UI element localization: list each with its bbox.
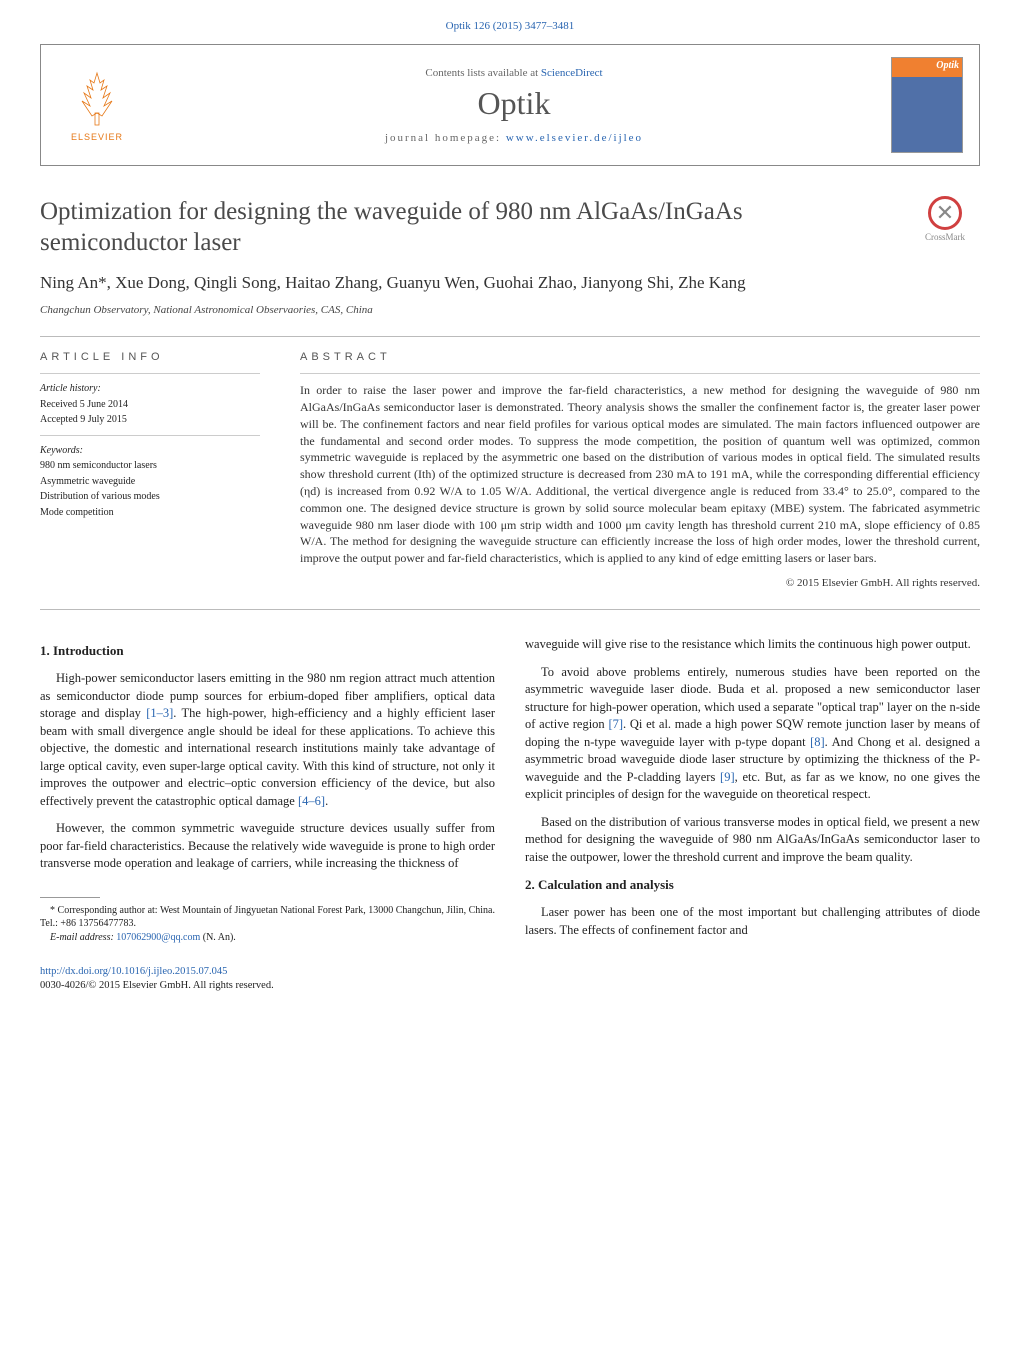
abstract-column: ABSTRACT In order to raise the laser pow… <box>300 351 980 589</box>
col2-paragraph-1: waveguide will give rise to the resistan… <box>525 636 980 654</box>
col2-paragraph-3: Based on the distribution of various tra… <box>525 814 980 867</box>
accepted-date: Accepted 9 July 2015 <box>40 413 260 427</box>
history-label: Article history: <box>40 382 260 396</box>
col2-paragraph-2: To avoid above problems entirely, numero… <box>525 664 980 804</box>
ref-7[interactable]: [7] <box>608 717 623 731</box>
journal-header-box: ELSEVIER Contents lists available at Sci… <box>40 44 980 166</box>
crossmark-circle-icon: ✕ <box>928 196 962 230</box>
keyword-item: Distribution of various modes <box>40 490 260 504</box>
journal-cover-title: Optik <box>936 60 959 71</box>
elsevier-logo: ELSEVIER <box>57 60 137 150</box>
keyword-item: 980 nm semiconductor lasers <box>40 459 260 473</box>
calculation-heading: 2. Calculation and analysis <box>525 876 980 894</box>
article-title: Optimization for designing the waveguide… <box>40 196 910 259</box>
issn-line: 0030-4026/© 2015 Elsevier GmbH. All righ… <box>40 980 274 991</box>
ref-4-6[interactable]: [4–6] <box>298 794 325 808</box>
crossmark-badge[interactable]: ✕ CrossMark <box>910 196 980 242</box>
right-column: waveguide will give rise to the resistan… <box>525 636 980 949</box>
ref-9[interactable]: [9] <box>720 770 735 784</box>
intro-paragraph-2: However, the common symmetric waveguide … <box>40 820 495 873</box>
received-date: Received 5 June 2014 <box>40 398 260 412</box>
affiliation: Changchun Observatory, National Astronom… <box>40 304 980 316</box>
corresponding-author-footnote: * Corresponding author at: West Mountain… <box>40 904 495 931</box>
doi-block: http://dx.doi.org/10.1016/j.ijleo.2015.0… <box>40 965 980 992</box>
article-info-column: ARTICLE INFO Article history: Received 5… <box>40 351 260 589</box>
homepage-line: journal homepage: www.elsevier.de/ijleo <box>137 132 891 144</box>
journal-name: Optik <box>137 85 891 122</box>
homepage-link[interactable]: www.elsevier.de/ijleo <box>506 132 643 144</box>
keywords-label: Keywords: <box>40 444 260 458</box>
body-columns: 1. Introduction High-power semiconductor… <box>40 636 980 949</box>
header-center: Contents lists available at ScienceDirec… <box>137 67 891 144</box>
elsevier-label: ELSEVIER <box>71 132 123 142</box>
ref-1-3[interactable]: [1–3] <box>146 706 173 720</box>
intro-p1-text-c: . <box>325 794 328 808</box>
citation-header: Optik 126 (2015) 3477–3481 <box>40 20 980 32</box>
contents-prefix: Contents lists available at <box>425 67 540 79</box>
email-link[interactable]: 107062900@qq.com <box>116 932 200 943</box>
title-row: Optimization for designing the waveguide… <box>40 196 980 259</box>
citation-link[interactable]: Optik 126 (2015) 3477–3481 <box>446 20 575 32</box>
crossmark-label: CrossMark <box>910 232 980 242</box>
email-footnote: E-mail address: 107062900@qq.com (N. An)… <box>40 931 495 945</box>
footnote-separator <box>40 897 100 898</box>
abstract-text: In order to raise the laser power and im… <box>300 382 980 567</box>
contents-available-line: Contents lists available at ScienceDirec… <box>137 67 891 79</box>
authors-list: Ning An*, Xue Dong, Qingli Song, Haitao … <box>40 271 980 295</box>
keyword-item: Asymmetric waveguide <box>40 475 260 489</box>
crossmark-cross-icon: ✕ <box>936 200 954 226</box>
info-divider-1 <box>40 373 260 374</box>
ref-8[interactable]: [8] <box>810 735 825 749</box>
journal-cover-thumbnail: Optik <box>891 57 963 153</box>
meta-row: ARTICLE INFO Article history: Received 5… <box>40 351 980 589</box>
homepage-prefix: journal homepage: <box>385 132 506 144</box>
info-divider-2 <box>40 435 260 436</box>
intro-paragraph-1: High-power semiconductor lasers emitting… <box>40 670 495 810</box>
abstract-heading: ABSTRACT <box>300 351 980 363</box>
article-info-heading: ARTICLE INFO <box>40 351 260 363</box>
abstract-divider <box>300 373 980 374</box>
calc-paragraph-1: Laser power has been one of the most imp… <box>525 904 980 939</box>
elsevier-tree-icon <box>72 68 122 128</box>
doi-link[interactable]: http://dx.doi.org/10.1016/j.ijleo.2015.0… <box>40 966 227 977</box>
divider-top <box>40 336 980 337</box>
sciencedirect-link[interactable]: ScienceDirect <box>541 67 603 79</box>
email-suffix: (N. An). <box>200 932 236 943</box>
introduction-heading: 1. Introduction <box>40 642 495 660</box>
keyword-item: Mode competition <box>40 506 260 520</box>
divider-bottom <box>40 609 980 610</box>
intro-p1-text-b: . The high-power, high-efficiency and a … <box>40 706 495 808</box>
abstract-copyright: © 2015 Elsevier GmbH. All rights reserve… <box>300 577 980 589</box>
email-label: E-mail address: <box>50 932 116 943</box>
left-column: 1. Introduction High-power semiconductor… <box>40 636 495 949</box>
